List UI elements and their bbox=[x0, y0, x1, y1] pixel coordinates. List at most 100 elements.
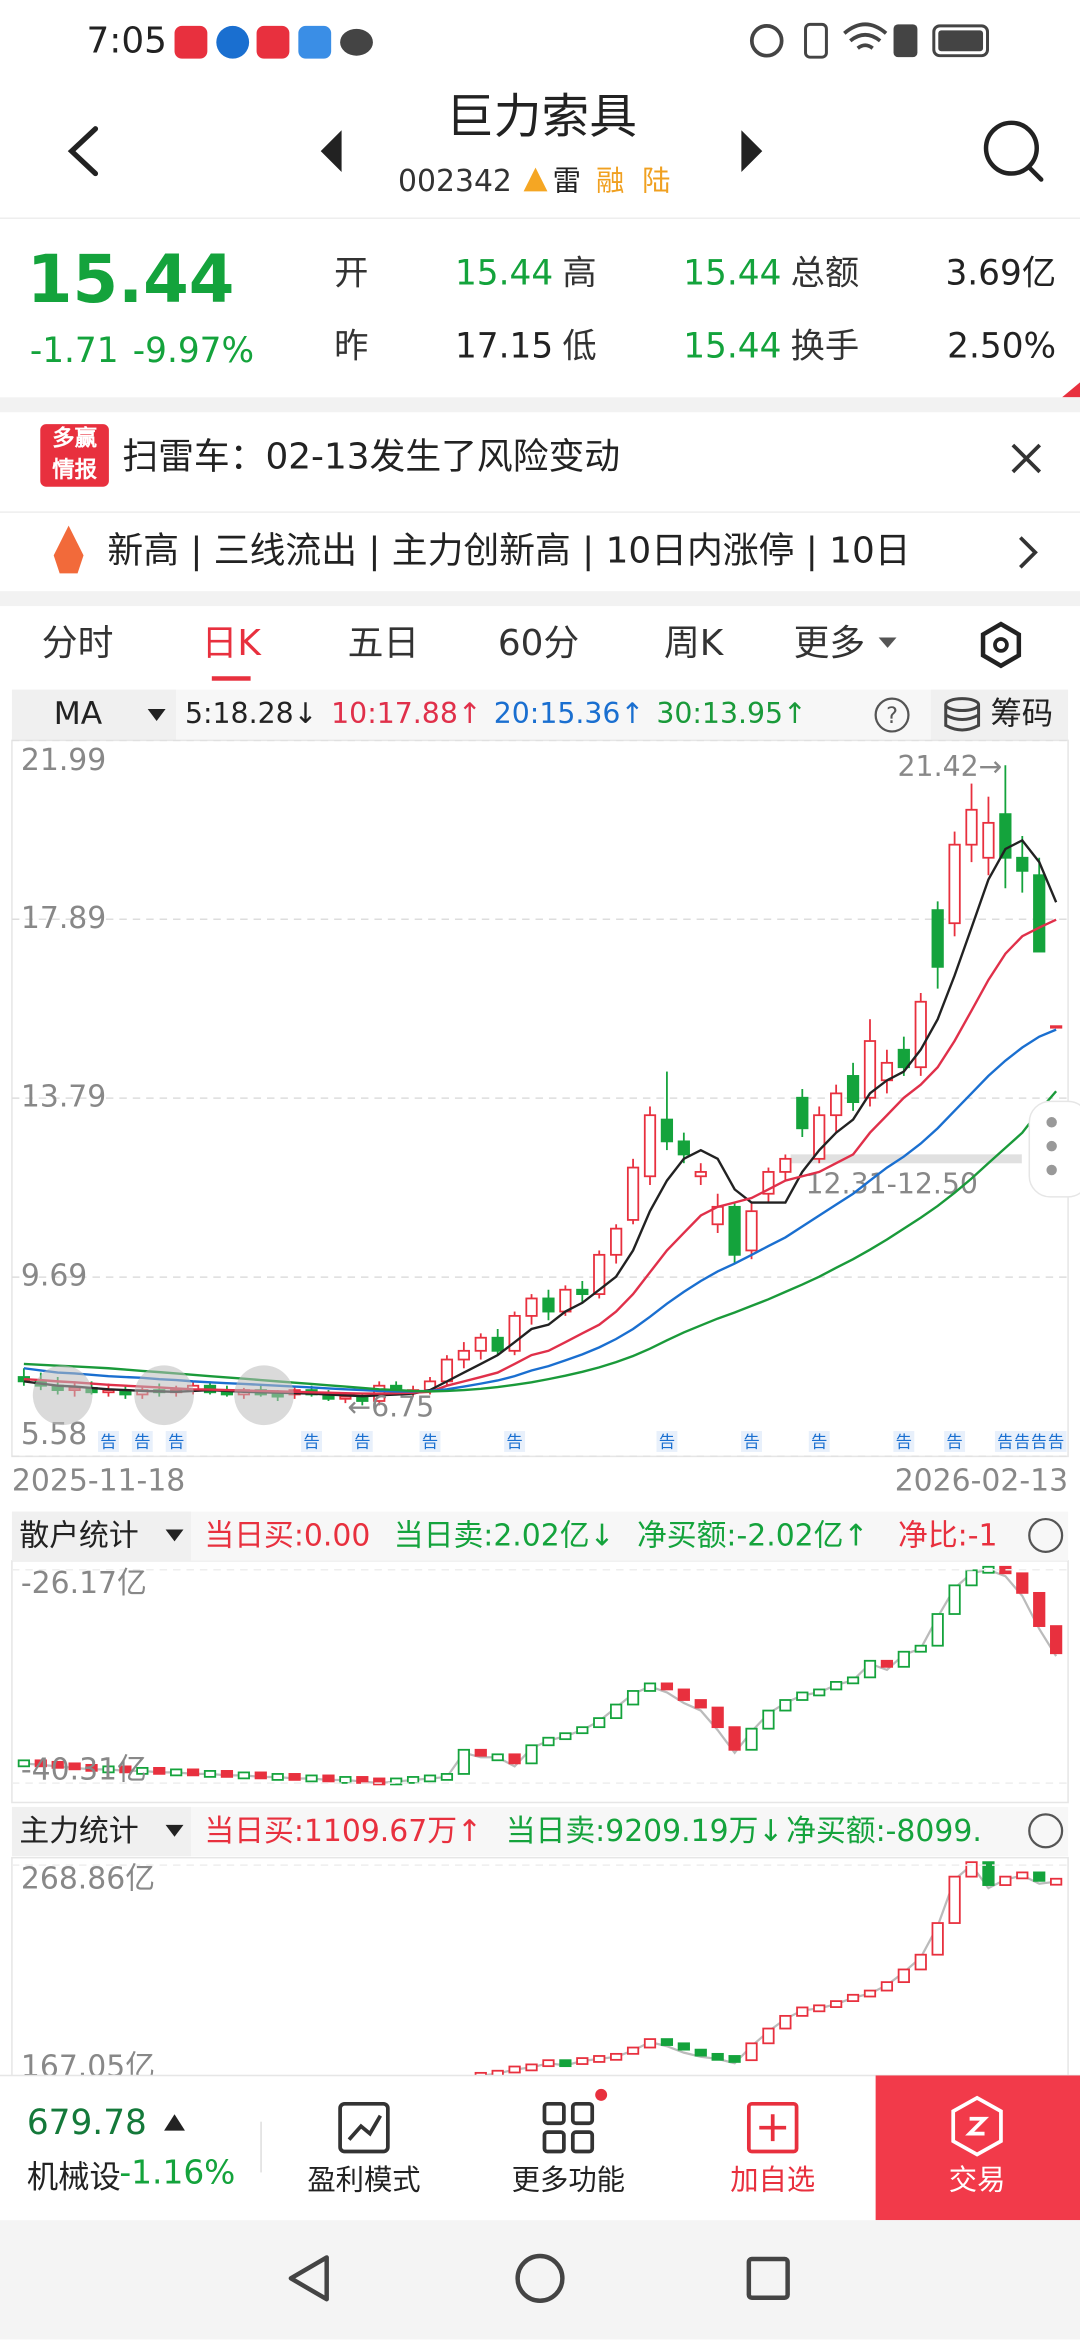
flow-box bbox=[51, 1760, 64, 1769]
field-value: 15.44 bbox=[683, 327, 781, 367]
price-change: -1.71 bbox=[30, 331, 119, 371]
notice-box bbox=[351, 1431, 373, 1452]
status-bar: 7:05 bbox=[87, 20, 990, 61]
flow-box bbox=[525, 2063, 538, 2072]
button-label[interactable]: 盈利模式 bbox=[307, 2163, 420, 2196]
prev-stock[interactable] bbox=[320, 130, 342, 173]
candle-body bbox=[830, 1092, 843, 1117]
candle-body bbox=[677, 1140, 690, 1156]
flow-box bbox=[830, 2000, 843, 2008]
next-stock[interactable] bbox=[741, 130, 763, 173]
tab[interactable]: 60分 bbox=[498, 623, 579, 664]
nav-home[interactable] bbox=[515, 2253, 565, 2303]
help-button[interactable] bbox=[1028, 1517, 1064, 1553]
notice-box bbox=[944, 1431, 966, 1452]
flow-box bbox=[626, 2046, 640, 2055]
nav-back[interactable] bbox=[288, 2255, 329, 2302]
ma-value: 10:17.88↑ bbox=[331, 697, 481, 730]
help-button[interactable] bbox=[1028, 1813, 1064, 1849]
strip-arrow[interactable] bbox=[1019, 536, 1038, 569]
trade-icon bbox=[965, 2116, 990, 2136]
index-arrow bbox=[164, 2114, 185, 2131]
flow-box bbox=[914, 1644, 927, 1653]
panel-select[interactable] bbox=[11, 1806, 191, 1857]
flow-box bbox=[762, 1709, 775, 1730]
panel-select[interactable] bbox=[11, 1511, 191, 1561]
risk-badge: 雷 bbox=[553, 164, 581, 197]
nav-recent[interactable] bbox=[746, 2256, 790, 2300]
notice-box bbox=[504, 1431, 526, 1452]
flow-box bbox=[1033, 1591, 1046, 1627]
candle-body bbox=[220, 1391, 234, 1396]
flow-box bbox=[559, 1732, 572, 1741]
zoom-button[interactable] bbox=[134, 1365, 194, 1426]
back-button[interactable] bbox=[67, 126, 99, 177]
flow-box bbox=[610, 2052, 623, 2061]
flow-box bbox=[863, 1989, 877, 1998]
tab[interactable]: 更多 bbox=[794, 623, 866, 664]
tab[interactable]: 分时 bbox=[42, 623, 114, 664]
candle-body bbox=[474, 1336, 487, 1352]
risk-banner[interactable]: 多赢 情报 扫雷车：02-13发生了风险变动 bbox=[40, 424, 1042, 487]
tab-active[interactable]: 日K bbox=[202, 623, 263, 664]
flow-box bbox=[119, 1765, 132, 1774]
flow-box bbox=[593, 1717, 606, 1729]
menu-dot bbox=[1046, 1140, 1057, 1152]
candle-body bbox=[897, 1048, 910, 1069]
kline-header: MA 5:18.28↓ 10:17.88↑ 20:15.36↑ 30:13.95↑ ?… bbox=[11, 689, 1069, 741]
y-tick-label: 9.69 bbox=[21, 1259, 87, 1294]
notice-box bbox=[98, 1431, 119, 1452]
notice-box bbox=[741, 1431, 762, 1452]
field-label: 高 bbox=[562, 253, 596, 293]
notice-box bbox=[808, 1431, 830, 1452]
flow-box bbox=[610, 1703, 623, 1720]
stock-name: 巨力索具 bbox=[446, 90, 637, 145]
tab[interactable]: 周K bbox=[664, 623, 725, 664]
flow-box bbox=[1016, 1871, 1029, 1880]
flow-box bbox=[762, 2027, 775, 2045]
flow-box bbox=[305, 1774, 318, 1783]
tag-strip[interactable]: 新高 | 三线流出 | 主力创新高 | 10日内涨停 | 10日 bbox=[53, 525, 1038, 574]
flow-box bbox=[745, 2042, 758, 2062]
search-button[interactable] bbox=[983, 120, 1039, 176]
logo-text: 情报 bbox=[52, 457, 97, 483]
flow-box bbox=[271, 1773, 284, 1781]
x-start-label: 2025-11-18 bbox=[12, 1463, 185, 1498]
button-label[interactable]: 加自选 bbox=[730, 2163, 815, 2196]
panel-item: 当日卖:2.02亿↓ bbox=[394, 1518, 615, 1553]
flow-box bbox=[474, 2071, 487, 2076]
flow-box bbox=[863, 1659, 877, 1679]
chips-icon bbox=[944, 704, 981, 732]
index-value[interactable]: 679.78 bbox=[27, 2103, 147, 2143]
candle-body bbox=[863, 1040, 877, 1099]
flow-box bbox=[931, 1613, 944, 1647]
button-label[interactable]: 更多功能 bbox=[512, 2163, 625, 2196]
menu-dot bbox=[1046, 1164, 1057, 1176]
flow-box bbox=[170, 1768, 183, 1777]
candle-body bbox=[728, 1205, 741, 1256]
settings-button[interactable] bbox=[980, 621, 1022, 669]
flow-box bbox=[491, 1753, 504, 1762]
trade-icon bbox=[951, 2095, 1003, 2157]
notice: 告 bbox=[946, 1432, 962, 1451]
flow-box bbox=[728, 2055, 741, 2063]
flow-box bbox=[897, 1968, 910, 1984]
expand-button[interactable] bbox=[32, 1365, 93, 1426]
close-button[interactable] bbox=[1011, 443, 1042, 474]
flow-box bbox=[694, 1699, 707, 1709]
y-tick-label: 13.79 bbox=[21, 1080, 106, 1115]
tab[interactable]: 五日 bbox=[348, 623, 420, 664]
notice-box bbox=[994, 1431, 1016, 1452]
candle-body bbox=[762, 1171, 775, 1195]
notice: 告 bbox=[997, 1432, 1013, 1451]
flow-box bbox=[1016, 1572, 1029, 1594]
button-label: 交易 bbox=[949, 2163, 1006, 2196]
y-tick-label: -26.17亿 bbox=[21, 1566, 147, 1601]
flow-box bbox=[982, 1861, 995, 1886]
flow-box bbox=[745, 1727, 758, 1751]
indicator-select[interactable] bbox=[11, 689, 177, 741]
flow-box bbox=[796, 1691, 809, 1701]
flow-box bbox=[1033, 1871, 1046, 1882]
draw-button[interactable] bbox=[234, 1365, 294, 1426]
help-button[interactable] bbox=[874, 697, 910, 733]
